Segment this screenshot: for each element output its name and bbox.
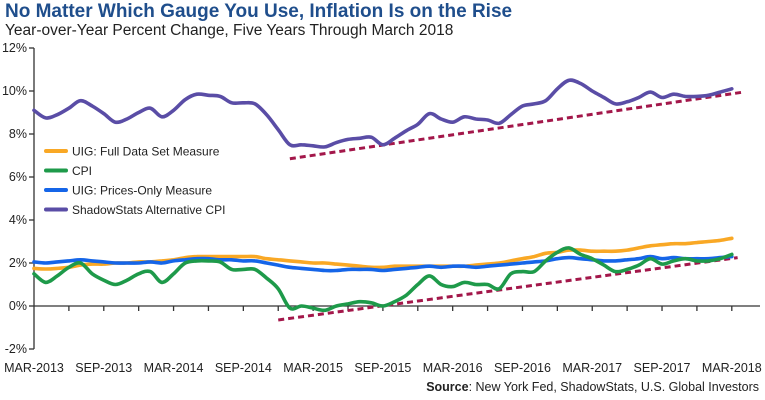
source-note: Source: New York Fed, ShadowStats, U.S. … xyxy=(426,380,759,394)
trend-line xyxy=(289,90,744,161)
y-tick-label: 6% xyxy=(9,170,27,184)
y-tick-label: 0% xyxy=(9,299,27,313)
legend-label: ShadowStats Alternative CPI xyxy=(72,203,225,217)
x-tick-label: SEP-2016 xyxy=(494,361,551,375)
y-tick-label: 2% xyxy=(9,256,27,270)
x-tick-label: SEP-2015 xyxy=(354,361,411,375)
source-label: Source xyxy=(426,380,469,394)
legend-label: UIG: Full Data Set Measure xyxy=(72,145,220,159)
x-tick-label: MAR-2016 xyxy=(423,361,483,375)
x-tick-label: MAR-2017 xyxy=(562,361,622,375)
x-tick-label: MAR-2015 xyxy=(283,361,343,375)
y-tick-label: 8% xyxy=(9,127,27,141)
trend-lines xyxy=(278,90,744,322)
series-lines xyxy=(32,78,734,313)
x-tick-label: MAR-2014 xyxy=(144,361,204,375)
trend-line xyxy=(278,256,738,322)
series-line-uig-prices-only-measure xyxy=(32,254,734,273)
x-tick-label: MAR-2013 xyxy=(4,361,64,375)
source-text: : New York Fed, ShadowStats, U.S. Global… xyxy=(468,380,759,394)
series-line-cpi xyxy=(32,246,734,313)
chart-subtitle: Year-over-Year Percent Change, Five Year… xyxy=(5,22,454,39)
legend: UIG: Full Data Set Measure CPI UIG: Prices… xyxy=(44,145,225,217)
chart-title: No Matter Which Gauge You Use, Inflation… xyxy=(5,1,513,22)
x-tick-label: SEP-2017 xyxy=(634,361,691,375)
legend-label: UIG: Prices-Only Measure xyxy=(72,184,212,198)
x-tick-label: SEP-2014 xyxy=(215,361,272,375)
y-tick-label: 4% xyxy=(9,213,27,227)
y-tick-label: 10% xyxy=(2,84,27,98)
series-line-shadowstats-alternative-cpi xyxy=(32,78,734,149)
y-tick-label: 12% xyxy=(2,41,27,55)
y-tick-label: -2% xyxy=(5,342,27,356)
x-tick-label: MAR-2018 xyxy=(702,361,762,375)
axes: -2% 0% 2% 4% 6% 8% 10% 12% MAR-2013 SEP-2013 MAR-2… xyxy=(2,41,762,375)
legend-label: CPI xyxy=(72,164,92,178)
x-tick-label: SEP-2013 xyxy=(75,361,132,375)
